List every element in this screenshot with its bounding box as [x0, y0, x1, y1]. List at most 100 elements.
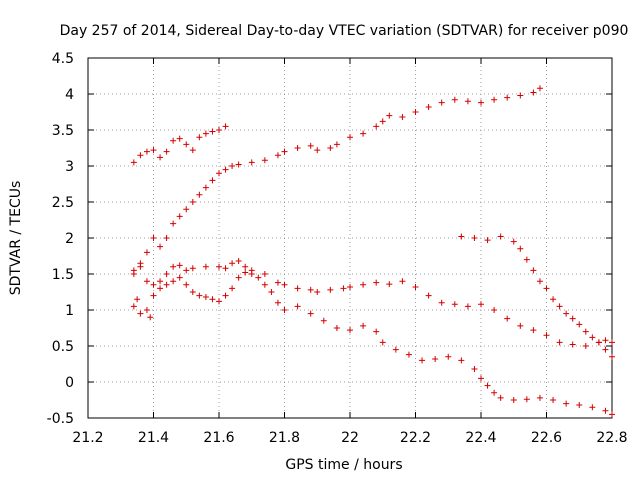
- data-point: [536, 85, 543, 92]
- data-point: [130, 267, 137, 274]
- data-point: [517, 322, 524, 329]
- x-tick-label: 22: [341, 430, 359, 446]
- axis-ticks: [87, 57, 613, 419]
- y-tick-label: 0.5: [52, 339, 74, 355]
- data-point: [517, 245, 524, 252]
- data-point: [143, 249, 150, 256]
- data-point: [595, 339, 602, 346]
- y-tick-label: 3: [65, 159, 74, 175]
- data-point: [137, 152, 144, 159]
- data-point: [209, 296, 216, 303]
- data-point: [392, 346, 399, 353]
- data-point: [373, 123, 380, 130]
- data-point: [504, 94, 511, 101]
- x-tick-label: 21.8: [269, 430, 300, 446]
- data-point: [176, 262, 183, 269]
- data-point: [550, 296, 557, 303]
- data-point: [202, 184, 209, 191]
- data-point: [484, 237, 491, 244]
- data-point: [150, 281, 157, 288]
- y-tick-label: 1.5: [52, 267, 74, 283]
- data-point: [484, 382, 491, 389]
- data-point: [130, 303, 137, 310]
- data-point: [242, 269, 249, 276]
- data-point: [222, 166, 229, 173]
- data-point: [216, 170, 222, 177]
- data-point: [438, 299, 445, 306]
- data-point: [523, 256, 530, 263]
- data-point: [150, 147, 157, 154]
- data-point: [294, 145, 301, 151]
- data-point: [196, 134, 203, 141]
- y-tick-label: 3.5: [52, 123, 74, 139]
- data-point: [458, 357, 465, 364]
- data-point: [373, 328, 380, 335]
- data-point: [445, 353, 452, 360]
- data-point: [491, 389, 498, 396]
- data-point: [235, 258, 242, 265]
- data-point: [419, 357, 426, 364]
- data-point: [464, 98, 471, 105]
- data-point: [458, 233, 465, 240]
- data-point: [602, 337, 609, 344]
- data-point: [222, 292, 229, 299]
- data-point: [189, 199, 196, 205]
- data-point: [491, 96, 498, 103]
- data-point: [412, 283, 419, 290]
- data-point: [412, 109, 419, 115]
- data-point: [497, 394, 504, 401]
- data-point: [150, 292, 157, 299]
- data-point: [294, 285, 301, 292]
- data-point: [543, 332, 550, 339]
- data-point: [320, 317, 327, 324]
- data-point: [183, 206, 190, 213]
- data-point: [405, 351, 412, 358]
- data-point: [536, 394, 543, 401]
- data-point: [327, 145, 334, 151]
- data-point: [478, 375, 484, 382]
- data-point: [176, 135, 183, 142]
- data-point: [609, 339, 615, 346]
- data-point: [248, 159, 255, 166]
- data-point: [360, 322, 367, 329]
- data-point: [497, 233, 504, 240]
- data-point: [157, 285, 164, 292]
- data-point: [229, 260, 236, 267]
- data-point: [386, 112, 393, 119]
- y-tick-label: 2.5: [52, 195, 74, 211]
- x-tick-label: 22.4: [465, 430, 496, 446]
- data-point: [143, 148, 150, 155]
- x-tick-label: 22.6: [531, 430, 562, 446]
- data-point: [137, 310, 144, 317]
- data-point: [222, 265, 229, 272]
- chart-title: Day 257 of 2014, Sidereal Day-to-day VTE…: [60, 23, 629, 39]
- x-tick-label: 22.2: [400, 430, 431, 446]
- x-tick-label: 21.6: [203, 430, 234, 446]
- data-point: [314, 289, 321, 295]
- data-point: [163, 235, 170, 241]
- data-point: [379, 118, 386, 125]
- series-track-5: [458, 233, 615, 360]
- data-point: [170, 278, 177, 285]
- data-point: [478, 301, 484, 308]
- data-point: [202, 263, 209, 270]
- data-point: [157, 243, 164, 250]
- x-axis-label: GPS time / hours: [285, 457, 402, 473]
- data-point: [216, 127, 222, 133]
- data-point: [255, 274, 262, 281]
- data-point: [229, 285, 236, 292]
- data-point: [556, 339, 563, 346]
- tick-labels: 21.2 21.4 21.6 21.8 22 22.2 22.4 22.6 22.8 -0.5 0 0…: [47, 51, 628, 446]
- y-tick-label: 2: [65, 231, 74, 247]
- data-point: [504, 315, 511, 322]
- data-point: [517, 92, 524, 99]
- data-point: [609, 411, 615, 418]
- data-point: [582, 328, 589, 335]
- data-point: [170, 220, 177, 227]
- data-point: [314, 147, 321, 154]
- data-point: [602, 346, 609, 353]
- data-point: [340, 285, 347, 292]
- data-point: [143, 278, 150, 285]
- data-point: [261, 271, 268, 277]
- data-point: [183, 281, 190, 288]
